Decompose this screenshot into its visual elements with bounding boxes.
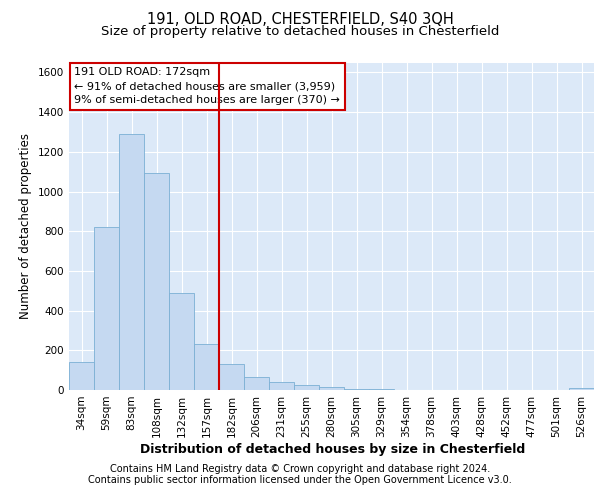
Bar: [244, 377, 269, 390]
Bar: [569, 388, 594, 390]
Bar: [269, 382, 294, 390]
Text: Distribution of detached houses by size in Chesterfield: Distribution of detached houses by size …: [140, 442, 526, 456]
Bar: [144, 172, 169, 390]
Bar: [219, 364, 244, 390]
Text: Size of property relative to detached houses in Chesterfield: Size of property relative to detached ho…: [101, 25, 499, 38]
Bar: [319, 387, 344, 390]
Bar: [169, 292, 194, 390]
Text: 191, OLD ROAD, CHESTERFIELD, S40 3QH: 191, OLD ROAD, CHESTERFIELD, S40 3QH: [146, 12, 454, 28]
Text: 191 OLD ROAD: 172sqm
← 91% of detached houses are smaller (3,959)
9% of semi-det: 191 OLD ROAD: 172sqm ← 91% of detached h…: [74, 68, 340, 106]
Y-axis label: Number of detached properties: Number of detached properties: [19, 133, 32, 320]
Text: Contains public sector information licensed under the Open Government Licence v3: Contains public sector information licen…: [88, 475, 512, 485]
Bar: [294, 384, 319, 390]
Bar: [94, 227, 119, 390]
Bar: [69, 362, 94, 390]
Bar: [344, 389, 369, 390]
Bar: [119, 134, 144, 390]
Text: Contains HM Land Registry data © Crown copyright and database right 2024.: Contains HM Land Registry data © Crown c…: [110, 464, 490, 474]
Bar: [194, 344, 219, 390]
